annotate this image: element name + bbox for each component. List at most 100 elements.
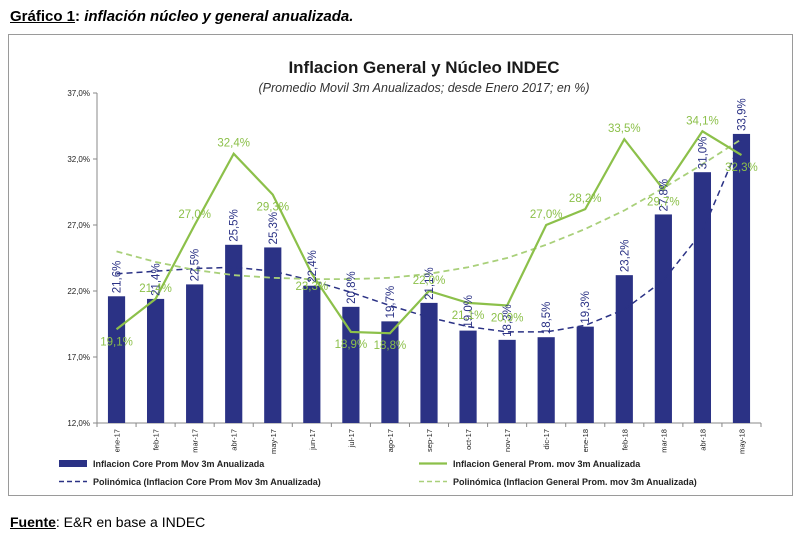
data-label-core: 22,5% bbox=[190, 249, 202, 282]
legend-core-label: Inflacion Core Prom Mov 3m Anualizada bbox=[93, 459, 265, 469]
line-general bbox=[115, 129, 743, 335]
inflation-chart: Inflacion General y Núcleo INDEC (Promed… bbox=[59, 58, 762, 487]
line-series bbox=[115, 129, 743, 335]
legend-trend-general-label: Polinómica (Inflacion General Prom. mov … bbox=[453, 477, 697, 487]
data-label-core: 21,6% bbox=[112, 261, 124, 294]
trend-line-general bbox=[116, 138, 742, 281]
data-label-general: 29,3% bbox=[256, 202, 289, 214]
data-label-general: 27,0% bbox=[178, 209, 211, 221]
source-separator: : bbox=[55, 514, 64, 530]
chart-subtitle: (Promedio Movil 3m Anualizados; desde En… bbox=[259, 81, 590, 95]
data-label-general: 29,7% bbox=[647, 196, 680, 208]
data-label-general: 34,1% bbox=[686, 115, 719, 127]
data-label-general: 21,1% bbox=[452, 310, 485, 322]
x-tick-label: sep-17 bbox=[425, 429, 434, 452]
x-tick-label: mar-18 bbox=[659, 429, 668, 453]
bar-core-abr-17 bbox=[225, 244, 243, 423]
data-labels: 21,6% 21,4% 22,5% 25,5% 25,3% 22,4% 20,8% 19,7%… bbox=[100, 98, 758, 352]
x-tick-label: feb-18 bbox=[620, 429, 629, 450]
bar-core-feb-18 bbox=[615, 275, 633, 423]
data-label-core: 25,3% bbox=[268, 212, 280, 245]
data-label-general: 32,3% bbox=[725, 162, 758, 174]
x-tick-label: may-18 bbox=[737, 429, 746, 454]
chart-title: Inflacion General y Núcleo INDEC bbox=[288, 58, 559, 77]
bar-core-jun-17 bbox=[303, 285, 321, 423]
bar-core-abr-18 bbox=[693, 172, 712, 423]
bar-core-mar-17 bbox=[186, 284, 204, 423]
bar-core-ene-17 bbox=[107, 296, 126, 423]
bar-core-may-17 bbox=[264, 247, 282, 423]
y-tick-label: 22,0% bbox=[67, 287, 90, 296]
bar-core-nov-17 bbox=[498, 339, 516, 423]
y-tick-label: 17,0% bbox=[67, 353, 90, 362]
data-label-core: 33,9% bbox=[736, 98, 748, 131]
x-tick-label: jul-17 bbox=[347, 429, 356, 448]
x-tick-label: ene-18 bbox=[581, 429, 590, 452]
x-tick-label: mar-17 bbox=[191, 429, 200, 453]
x-tick-label: jun-17 bbox=[308, 429, 317, 451]
bar-core-ene-18 bbox=[576, 326, 594, 423]
data-label-general: 21,4% bbox=[139, 283, 172, 295]
bar-core-mar-18 bbox=[654, 214, 672, 423]
x-tick-label: oct-17 bbox=[464, 429, 473, 450]
trend-line-core bbox=[116, 138, 743, 333]
bar-core-feb-17 bbox=[146, 298, 165, 423]
data-label-core: 18,3% bbox=[502, 304, 514, 337]
y-tick-label: 12,0% bbox=[67, 419, 90, 428]
data-label-core: 20,8% bbox=[346, 271, 358, 304]
x-tick-label: abr-17 bbox=[230, 429, 239, 451]
x-tick-label: nov-17 bbox=[503, 429, 512, 452]
bar-series bbox=[107, 133, 751, 424]
x-tick-label: dic-17 bbox=[542, 429, 551, 449]
data-label-core: 18,5% bbox=[541, 302, 553, 335]
x-tick-label: abr-18 bbox=[698, 429, 707, 451]
bar-core-oct-17 bbox=[459, 330, 477, 423]
data-label-core: 19,7% bbox=[385, 286, 397, 319]
trend-series bbox=[116, 138, 743, 333]
legend: Inflacion Core Prom Mov 3m Anualizada Inf… bbox=[59, 459, 697, 487]
source-note: Fuente: E&R en base a INDEC bbox=[10, 514, 205, 530]
caption-separator: : bbox=[75, 8, 85, 25]
data-label-general: 20,9% bbox=[491, 313, 524, 325]
legend-core-swatch bbox=[59, 460, 87, 467]
legend-trend-core-label: Polinómica (Inflacion Core Prom Mov 3m A… bbox=[93, 477, 321, 487]
x-tick-label: may-17 bbox=[269, 429, 278, 454]
data-label-general: 27,0% bbox=[530, 209, 563, 221]
source-text: E&R en base a INDEC bbox=[63, 514, 206, 530]
data-label-general: 19,1% bbox=[100, 336, 133, 348]
bar-core-jul-17 bbox=[342, 306, 360, 423]
data-label-core: 31,0% bbox=[697, 137, 709, 170]
bar-core-ago-17 bbox=[381, 321, 399, 423]
data-label-core: 27,8% bbox=[658, 179, 670, 212]
caption-text: inflación núcleo y general anualizada. bbox=[84, 8, 354, 25]
x-tick-label: ago-17 bbox=[386, 429, 395, 452]
data-label-core: 23,2% bbox=[619, 240, 631, 273]
figure-caption: Gráfico 1: inflación núcleo y general an… bbox=[10, 8, 353, 25]
bar-core-sep-17 bbox=[420, 302, 438, 423]
y-tick-label: 27,0% bbox=[67, 221, 90, 230]
data-label-core: 21,4% bbox=[151, 263, 163, 296]
bar-core-may-18 bbox=[732, 133, 751, 424]
data-label-general: 23,3% bbox=[296, 281, 329, 293]
x-tick-label: ene-17 bbox=[113, 429, 122, 452]
source-label: Fuente bbox=[10, 514, 56, 530]
data-label-core: 19,0% bbox=[463, 295, 475, 328]
data-label-general: 32,4% bbox=[217, 138, 250, 150]
x-tick-label: feb-17 bbox=[152, 429, 161, 450]
data-label-general: 28,2% bbox=[569, 193, 602, 205]
chart-frame: Inflacion General y Núcleo INDEC (Promed… bbox=[8, 34, 793, 496]
data-label-general: 22,0% bbox=[413, 275, 446, 287]
data-label-general: 33,5% bbox=[608, 123, 641, 135]
caption-label: Gráfico 1 bbox=[10, 8, 76, 25]
data-label-general: 18,8% bbox=[374, 340, 407, 352]
legend-general-label: Inflacion General Prom. mov 3m Anualizad… bbox=[453, 459, 641, 469]
bar-core-dic-17 bbox=[537, 337, 555, 423]
axes: 12,0% 17,0% 22,0% 27,0% 32,0% 37,0% ene-17 feb-… bbox=[67, 89, 762, 454]
data-label-core: 19,3% bbox=[580, 291, 592, 324]
data-label-general: 18,9% bbox=[335, 339, 368, 351]
data-label-core: 22,4% bbox=[307, 250, 319, 283]
y-tick-label: 32,0% bbox=[67, 155, 90, 164]
y-tick-label: 37,0% bbox=[67, 89, 90, 98]
data-label-core: 25,5% bbox=[229, 209, 241, 242]
data-label-core: 21,1% bbox=[424, 267, 436, 300]
